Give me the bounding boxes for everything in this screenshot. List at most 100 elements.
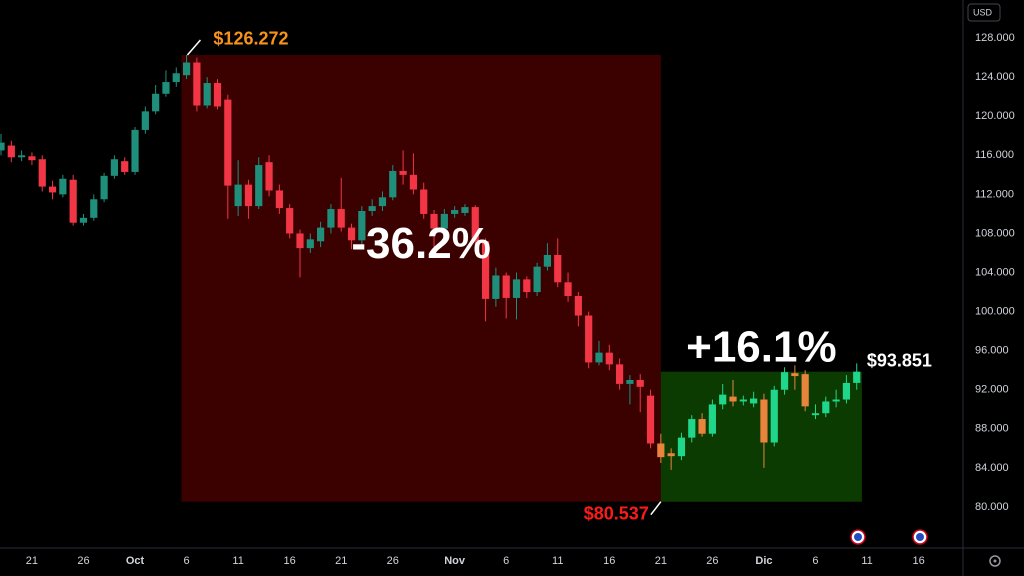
candle-body <box>172 73 180 83</box>
candle-body <box>131 129 139 172</box>
candle-body <box>760 399 768 443</box>
candle-body <box>162 82 170 94</box>
price-label: $126.272 <box>213 29 288 49</box>
candle-body <box>750 398 758 404</box>
candle-body <box>121 161 129 172</box>
candle-body <box>595 352 603 363</box>
candle-body <box>688 419 696 438</box>
candle-body <box>347 227 356 241</box>
settings-icon[interactable] <box>989 555 1001 567</box>
x-tick-label: 11 <box>552 555 563 567</box>
candle-body <box>822 401 830 414</box>
candle-body <box>18 155 26 158</box>
x-tick-label: Oct <box>126 555 145 567</box>
candle-body <box>0 142 5 151</box>
y-tick-label: 112.000 <box>975 188 1014 200</box>
y-tick-label: 96.000 <box>975 345 1009 357</box>
x-tick-label: 26 <box>77 555 89 567</box>
candle-body <box>389 170 397 198</box>
x-tick-label: Dic <box>755 555 772 567</box>
candle-body <box>811 413 820 416</box>
candle-body <box>440 213 448 229</box>
y-tick-label: 124.000 <box>975 71 1015 83</box>
candle-body <box>244 184 253 207</box>
candle-body <box>110 159 119 176</box>
candle-body <box>626 379 634 384</box>
candle-body <box>59 178 67 195</box>
candle-body <box>646 395 655 444</box>
candle-body <box>141 111 149 130</box>
candle-body <box>182 62 191 76</box>
event-flag-icon <box>916 533 924 541</box>
x-tick-label: 26 <box>706 555 718 567</box>
candle-body <box>28 156 36 161</box>
candle-body <box>739 399 747 402</box>
candle-body <box>265 162 273 191</box>
candle-body <box>286 208 294 234</box>
y-tick-label: 92.000 <box>975 384 1009 396</box>
x-tick-label: 21 <box>655 555 667 567</box>
candle-body <box>234 184 242 207</box>
candle-body <box>667 453 675 457</box>
candle-body <box>224 99 232 186</box>
candle-body <box>79 217 88 223</box>
label-layer: 80.000 84.000 88.000 92.000 96.000 100.000 104… <box>26 29 1015 567</box>
candle-body <box>38 159 46 187</box>
y-tick-label: 104.000 <box>975 266 1015 278</box>
candle-body <box>420 189 428 214</box>
x-tick-label: 16 <box>912 555 924 567</box>
candle-body <box>719 394 727 405</box>
candle-body <box>461 207 469 213</box>
measure-box <box>181 54 661 502</box>
candle-body <box>574 295 582 316</box>
candle-body <box>481 241 490 299</box>
candle-body <box>368 206 376 211</box>
connector <box>186 39 201 56</box>
candle-body <box>585 315 593 363</box>
candle-body <box>492 275 500 299</box>
currency-label[interactable]: USD <box>973 7 993 17</box>
candle-body <box>780 372 789 390</box>
candle-body <box>90 199 98 218</box>
measure-layer <box>181 54 862 502</box>
y-tick-label: 108.000 <box>975 227 1015 239</box>
x-tick-label: 16 <box>284 555 296 567</box>
candle-body <box>213 83 222 107</box>
candle-body <box>255 165 263 207</box>
connector <box>650 501 662 516</box>
candle-body <box>7 145 15 158</box>
currency-box[interactable] <box>967 3 1001 22</box>
x-tick-label: 6 <box>503 555 509 567</box>
candle-body <box>791 373 799 377</box>
candle-body <box>193 62 201 106</box>
candle-body <box>698 419 706 434</box>
x-tick-label: 26 <box>387 555 399 567</box>
candle-body <box>451 210 459 214</box>
candle-body <box>677 437 686 457</box>
candle-body <box>502 275 510 298</box>
x-tick-label: 21 <box>26 555 38 567</box>
candle-body <box>853 371 861 383</box>
candle-body <box>605 352 613 365</box>
price-label: $80.537 <box>584 503 649 523</box>
y-tick-label: 100.000 <box>975 306 1015 318</box>
x-tick-label: 6 <box>812 555 818 567</box>
candle-body <box>770 389 778 443</box>
candle-body <box>327 209 335 228</box>
candle-body <box>358 210 366 241</box>
y-tick-label: 84.000 <box>975 462 1009 474</box>
y-tick-label: 116.000 <box>975 149 1014 161</box>
candle-body <box>296 233 304 249</box>
price-label: $93.851 <box>867 350 932 370</box>
y-tick-label: 80.000 <box>975 501 1009 513</box>
x-tick-label: 21 <box>335 555 347 567</box>
y-tick-label: 88.000 <box>975 423 1009 435</box>
x-tick-label: Nov <box>444 555 466 567</box>
candle-body <box>471 207 479 242</box>
y-tick-label: 120.000 <box>975 110 1015 122</box>
change-label: +16.1% <box>686 322 836 371</box>
candle-body <box>378 197 387 207</box>
candle-layer <box>0 54 861 470</box>
settings-icon-center <box>993 559 997 563</box>
